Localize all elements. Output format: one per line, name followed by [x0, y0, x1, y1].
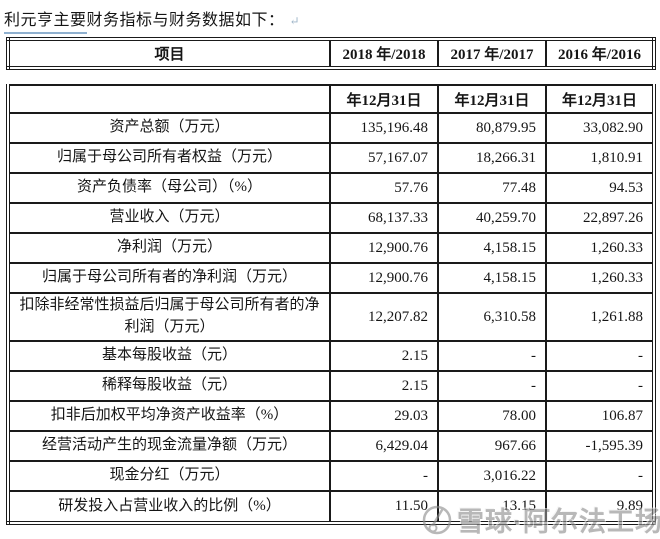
- row-value: 33,082.90: [545, 112, 655, 144]
- table-row-revenue: 营业收入（万元） 68,137.33 40,259.70 22,897.26: [7, 202, 655, 234]
- page-title: 利元亨主要财务指标与财务数据如下： ↵: [4, 6, 301, 34]
- row-value: 94.53: [545, 172, 655, 204]
- row-label: 现金分红（万元）: [7, 460, 331, 492]
- header-cell-2017: 2017 年/2017: [437, 38, 547, 69]
- row-value: 1,260.33: [545, 262, 655, 294]
- row-value: 29.03: [329, 400, 439, 432]
- row-value: 2.15: [329, 370, 439, 402]
- row-value: 135,196.48: [329, 112, 439, 144]
- row-label: 扣非后加权平均净资产收益率（%）: [7, 400, 331, 432]
- row-value: 12,207.82: [329, 292, 439, 342]
- row-label: 营业收入（万元）: [7, 202, 331, 234]
- table-row-debt-ratio: 资产负债率（母公司）（%） 57.76 77.48 94.53: [7, 172, 655, 204]
- row-value: 12,900.76: [329, 232, 439, 264]
- row-label: 资产总额（万元）: [7, 112, 331, 144]
- row-value: 1,261.88: [545, 292, 655, 342]
- row-value: 1,810.91: [545, 142, 655, 174]
- title-underlined-text: 利元亨主要: [4, 12, 87, 34]
- table-row-diluted-eps: 稀释每股收益（元） 2.15 - -: [7, 370, 655, 402]
- row-value: 22,897.26: [545, 202, 655, 234]
- table-row-basic-eps: 基本每股收益（元） 2.15 - -: [7, 340, 655, 372]
- row-value: 2.15: [329, 340, 439, 372]
- row-value: -: [545, 340, 655, 372]
- row-value: 6,310.58: [437, 292, 547, 342]
- row-label: 研发投入占营业收入的比例（%）: [7, 490, 331, 524]
- row-label: 归属于母公司所有者的净利润（万元）: [7, 262, 331, 294]
- row-label: 基本每股收益（元）: [7, 340, 331, 372]
- row-value: 80,879.95: [437, 112, 547, 144]
- table-row-parent-equity: 归属于母公司所有者权益（万元） 57,167.07 18,266.31 1,81…: [7, 142, 655, 174]
- subheader-cell-date-2016: 年12月31日: [545, 84, 655, 114]
- row-value: 12,900.76: [329, 262, 439, 294]
- table-row-total-assets: 资产总额（万元） 135,196.48 80,879.95 33,082.90: [7, 112, 655, 144]
- table-row-operating-cashflow: 经营活动产生的现金流量净额（万元） 6,429.04 967.66 -1,595…: [7, 430, 655, 462]
- row-label: 经营活动产生的现金流量净额（万元）: [7, 430, 331, 462]
- row-label: 归属于母公司所有者权益（万元）: [7, 142, 331, 174]
- row-label: 资产负债率（母公司）（%）: [7, 172, 331, 204]
- table-row-parent-net-profit: 归属于母公司所有者的净利润（万元） 12,900.76 4,158.15 1,2…: [7, 262, 655, 294]
- row-value: 1,260.33: [545, 232, 655, 264]
- subheader-cell-empty: [7, 84, 331, 114]
- row-value: 68,137.33: [329, 202, 439, 234]
- subheader-cell-date-2017: 年12月31日: [437, 84, 547, 114]
- row-value: 40,259.70: [437, 202, 547, 234]
- row-value: -: [437, 370, 547, 402]
- row-value: 13.15: [437, 490, 547, 524]
- row-value: -: [329, 460, 439, 492]
- header-row: 项目 2018 年/2018 2017 年/2017 2016 年/2016: [7, 38, 655, 69]
- subheader-row: 年12月31日 年12月31日 年12月31日: [7, 84, 655, 114]
- row-value: 4,158.15: [437, 262, 547, 294]
- row-value: -: [437, 340, 547, 372]
- table-row-net-profit: 净利润（万元） 12,900.76 4,158.15 1,260.33: [7, 232, 655, 264]
- row-value: -: [545, 370, 655, 402]
- row-label: 稀释每股收益（元）: [7, 370, 331, 402]
- row-value: 57,167.07: [329, 142, 439, 174]
- table-row-cash-dividend: 现金分红（万元） - 3,016.22 -: [7, 460, 655, 492]
- table-body: 年12月31日 年12月31日 年12月31日 资产总额（万元） 135,196…: [6, 84, 656, 525]
- row-value: 57.76: [329, 172, 439, 204]
- subheader-cell-date-2018: 年12月31日: [329, 84, 439, 114]
- row-value: 6,429.04: [329, 430, 439, 462]
- header-cell-item: 项目: [7, 38, 331, 69]
- row-value: 967.66: [437, 430, 547, 462]
- row-value: 106.87: [545, 400, 655, 432]
- row-label: 扣除非经常性损益后归属于母公司所有者的净利润（万元）: [7, 292, 331, 342]
- row-label: 净利润（万元）: [7, 232, 331, 264]
- row-value: 18,266.31: [437, 142, 547, 174]
- row-value: 11.50: [329, 490, 439, 524]
- header-cell-2016: 2016 年/2016: [545, 38, 655, 69]
- table-row-weighted-roe: 扣非后加权平均净资产收益率（%） 29.03 78.00 106.87: [7, 400, 655, 432]
- row-value: -1,595.39: [545, 430, 655, 462]
- row-value: 9.89: [545, 490, 655, 524]
- title-rest-text: 财务指标与财务数据如下：: [86, 12, 285, 29]
- table-row-rnd-ratio: 研发投入占营业收入的比例（%） 11.50 13.15 9.89: [7, 490, 655, 524]
- table-row-deducted-net-profit: 扣除非经常性损益后归属于母公司所有者的净利润（万元） 12,207.82 6,3…: [7, 292, 655, 342]
- table-header: 项目 2018 年/2018 2017 年/2017 2016 年/2016: [6, 37, 656, 70]
- header-cell-2018: 2018 年/2018: [329, 38, 439, 69]
- row-value: 3,016.22: [437, 460, 547, 492]
- paragraph-return-mark: ↵: [289, 14, 301, 28]
- row-value: 4,158.15: [437, 232, 547, 264]
- row-value: 78.00: [437, 400, 547, 432]
- row-value: -: [545, 460, 655, 492]
- row-value: 77.48: [437, 172, 547, 204]
